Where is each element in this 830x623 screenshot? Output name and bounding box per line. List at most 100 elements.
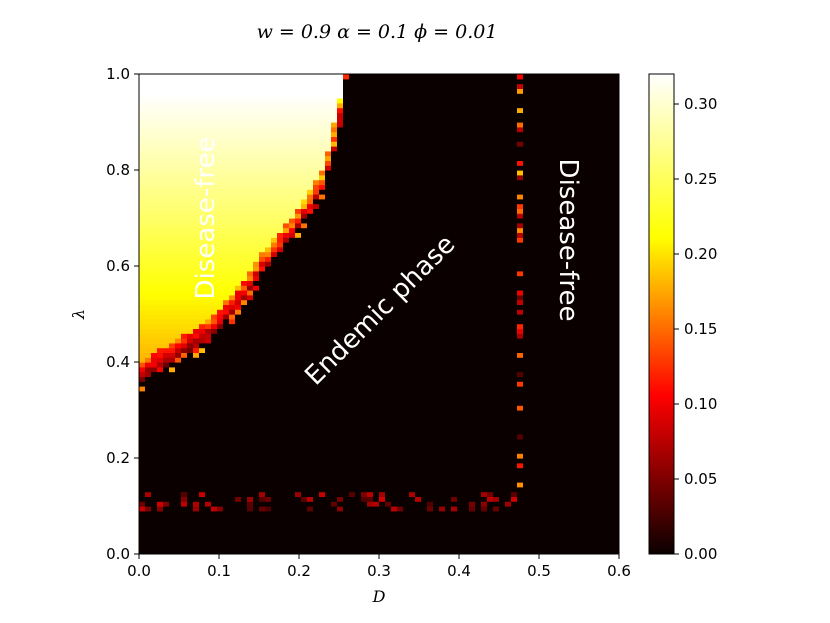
heatmap-cell xyxy=(175,203,182,209)
heatmap-cell xyxy=(289,323,296,329)
heatmap-cell xyxy=(283,462,290,469)
heatmap-cell xyxy=(259,218,266,224)
heatmap-cell xyxy=(343,179,350,185)
heatmap-cell xyxy=(421,438,428,445)
heatmap-cell xyxy=(361,266,368,272)
heatmap-cell xyxy=(325,98,332,104)
heatmap-cell xyxy=(379,208,386,214)
heatmap-cell xyxy=(181,352,188,358)
heatmap-cell xyxy=(337,390,344,397)
heatmap-cell xyxy=(277,150,284,157)
heatmap-cell xyxy=(385,227,392,233)
heatmap-cell xyxy=(313,194,320,200)
heatmap-cell xyxy=(415,525,422,531)
heatmap-cell xyxy=(355,78,362,85)
heatmap-cell xyxy=(307,266,314,272)
heatmap-cell xyxy=(163,323,170,329)
heatmap-cell xyxy=(349,251,356,257)
heatmap-cell xyxy=(301,424,308,430)
heatmap-cell xyxy=(241,83,248,89)
heatmap-cell xyxy=(427,544,434,550)
heatmap-cell xyxy=(361,530,368,536)
heatmap-cell xyxy=(211,251,218,257)
heatmap-cell xyxy=(211,146,218,152)
heatmap-cell xyxy=(349,237,356,243)
heatmap-cell xyxy=(205,98,212,104)
heatmap-cell xyxy=(199,486,206,493)
heatmap-cell xyxy=(259,366,266,373)
heatmap-cell xyxy=(295,213,302,219)
heatmap-cell xyxy=(319,424,326,430)
heatmap-cell xyxy=(211,506,218,512)
heatmap-cell xyxy=(415,280,422,286)
heatmap-cell xyxy=(289,390,296,397)
heatmap-cell xyxy=(409,290,416,296)
heatmap-cell xyxy=(277,342,284,349)
heatmap-cell xyxy=(313,83,320,89)
heatmap-cell xyxy=(175,390,182,397)
heatmap-cell xyxy=(193,366,200,373)
heatmap-cell xyxy=(361,98,368,104)
heatmap-cell xyxy=(301,198,308,205)
heatmap-cell xyxy=(199,386,206,392)
heatmap-cell xyxy=(223,203,230,209)
heatmap-cell xyxy=(223,184,230,190)
heatmap-cell xyxy=(163,506,170,512)
heatmap-cell xyxy=(385,170,392,176)
heatmap-cell xyxy=(175,323,182,329)
heatmap-cell xyxy=(241,179,248,185)
heatmap-cell xyxy=(403,395,410,401)
heatmap-cell xyxy=(337,242,344,248)
heatmap-cell xyxy=(265,107,272,113)
heatmap-cell xyxy=(175,539,182,545)
heatmap-cell xyxy=(139,88,146,94)
heatmap-cell xyxy=(283,362,290,368)
heatmap-cell xyxy=(205,448,212,454)
heatmap-cell xyxy=(205,400,212,406)
heatmap-cell xyxy=(415,539,422,545)
heatmap-cell xyxy=(319,362,326,368)
heatmap-cell xyxy=(205,362,212,368)
heatmap-cell xyxy=(397,246,404,253)
heatmap-cell xyxy=(145,520,152,526)
heatmap-cell xyxy=(193,501,200,507)
heatmap-cell xyxy=(403,294,410,301)
heatmap-cell xyxy=(391,198,398,205)
heatmap-cell xyxy=(163,338,170,344)
heatmap-cell xyxy=(193,285,200,291)
heatmap-cell xyxy=(283,534,290,541)
heatmap-cell xyxy=(307,126,314,133)
heatmap-cell xyxy=(253,237,260,243)
heatmap-cell xyxy=(271,98,278,104)
heatmap-cell xyxy=(301,261,308,267)
heatmap-cell xyxy=(271,78,278,85)
heatmap-cell xyxy=(301,482,308,488)
heatmap-cell xyxy=(397,520,404,526)
heatmap-cell xyxy=(229,256,236,262)
heatmap-cell xyxy=(205,150,212,157)
heatmap-cell xyxy=(385,520,392,526)
heatmap-cell xyxy=(403,107,410,113)
heatmap-cell xyxy=(331,184,338,190)
heatmap-cell xyxy=(157,338,164,344)
heatmap-cell xyxy=(163,309,170,315)
heatmap-cell xyxy=(271,549,278,554)
heatmap-cell xyxy=(241,150,248,157)
heatmap-cell xyxy=(253,136,260,142)
heatmap-cell xyxy=(175,467,182,473)
heatmap-cell xyxy=(349,357,356,363)
heatmap-cell xyxy=(361,222,368,229)
heatmap-cell xyxy=(421,338,428,344)
heatmap-cell xyxy=(355,491,362,497)
heatmap-cell xyxy=(187,467,194,473)
heatmap-cell xyxy=(247,304,254,310)
heatmap-cell xyxy=(277,515,284,521)
heatmap-cell xyxy=(295,323,302,329)
heatmap-cell xyxy=(241,218,248,224)
heatmap-cell xyxy=(211,424,218,430)
heatmap-cell xyxy=(397,443,404,449)
heatmap-cell xyxy=(319,462,326,469)
heatmap-cell xyxy=(205,256,212,262)
heatmap-cell xyxy=(331,539,338,545)
heatmap-cell xyxy=(217,242,224,248)
